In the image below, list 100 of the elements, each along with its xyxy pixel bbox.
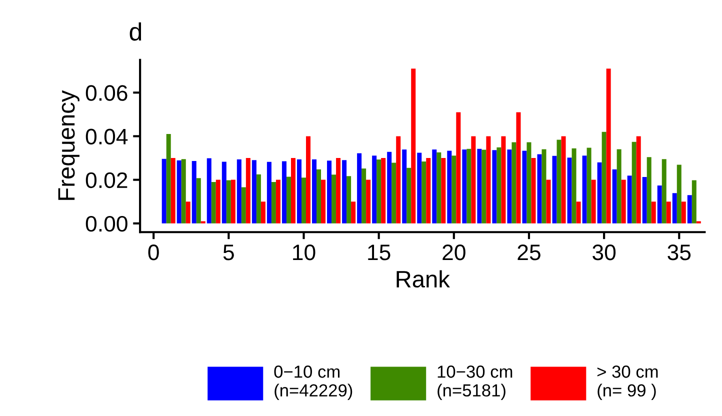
bar: [222, 162, 226, 224]
x-tick-label: 25: [518, 244, 540, 260]
bar: [602, 132, 606, 224]
bar: [351, 202, 356, 224]
y-tick-label: 0.00: [86, 216, 128, 232]
bar: [276, 180, 280, 224]
bar: [252, 160, 256, 224]
x-tick-label: 20: [442, 244, 466, 260]
bar: [406, 168, 412, 224]
bar: [452, 156, 456, 224]
bar: [586, 148, 592, 224]
bar: [246, 158, 250, 224]
bar: [342, 160, 347, 224]
bar: [271, 182, 276, 224]
bar: [166, 134, 171, 224]
bar: [211, 182, 216, 224]
bar: [552, 156, 557, 224]
bar: [576, 202, 581, 224]
bar: [597, 162, 602, 224]
bar: [417, 152, 422, 224]
bar: [492, 150, 497, 224]
bar: [666, 202, 671, 224]
bar: [501, 136, 506, 224]
bar: [402, 150, 407, 224]
bar: [507, 150, 512, 224]
bar: [362, 168, 366, 224]
bar: [496, 147, 502, 224]
bar: [241, 187, 246, 224]
chart-title: d: [130, 22, 142, 41]
bar: [286, 176, 291, 224]
x-axis-title: Rank: [396, 270, 450, 288]
x-tick-label: 30: [592, 244, 616, 260]
bar: [266, 162, 272, 224]
legend-label: > 30 cm (n= 99 ): [597, 366, 658, 400]
bar: [206, 158, 212, 224]
y-tick-label: 0.06: [86, 85, 128, 101]
bar: [556, 140, 562, 224]
x-tick-label: 10: [293, 244, 316, 260]
bar: [312, 159, 317, 224]
bar: [290, 158, 296, 224]
bar: [447, 150, 452, 224]
bar: [306, 136, 310, 224]
bar: [522, 150, 527, 224]
bar: [582, 156, 587, 224]
y-tick-label: 0.02: [86, 172, 128, 188]
bar: [392, 162, 396, 224]
bar: [346, 176, 352, 224]
x-tick-label: 35: [668, 244, 691, 260]
bar: [591, 180, 596, 224]
bar: [662, 159, 666, 224]
bar: [236, 159, 242, 224]
bar: [462, 150, 467, 224]
bar: [332, 174, 336, 224]
bar: [486, 136, 491, 224]
bar: [282, 161, 286, 224]
bar: [230, 180, 236, 224]
bar: [526, 142, 532, 224]
bar: [256, 174, 261, 224]
bar: [192, 161, 196, 224]
bar: [381, 158, 386, 224]
bar: [456, 112, 461, 224]
x-tick-label: 0: [148, 244, 159, 260]
bar: [616, 149, 622, 224]
bar: [531, 158, 536, 224]
bar: [396, 136, 401, 224]
bar: [681, 202, 686, 224]
bar: [512, 142, 516, 224]
bar: [422, 161, 426, 224]
bar: [466, 148, 472, 224]
bar: [657, 185, 662, 224]
bar: [366, 180, 371, 224]
bar: [181, 159, 186, 224]
bar: [327, 160, 332, 224]
bar: [376, 160, 382, 224]
legend-label: 0−10 cm (n=42229): [274, 366, 352, 400]
bar: [642, 176, 647, 224]
bar: [572, 148, 576, 224]
bar: [226, 180, 231, 224]
bar: [321, 180, 326, 224]
bar: [301, 178, 306, 224]
bar: [296, 159, 302, 224]
bar: [387, 152, 392, 224]
bar: [537, 154, 542, 224]
bar: [516, 112, 521, 224]
bar: [441, 158, 446, 224]
bar: [316, 169, 322, 224]
bar: [542, 149, 546, 224]
bar: [260, 202, 266, 224]
x-tick-label: 5: [223, 244, 234, 260]
bar: [692, 180, 696, 224]
bar: [336, 158, 341, 224]
bar: [651, 202, 656, 224]
legend-label: 10−30 cm (n=5181): [438, 366, 512, 400]
bar: [411, 68, 416, 224]
bar: [546, 180, 551, 224]
bar: [170, 158, 176, 224]
bar: [561, 136, 566, 224]
bar: [621, 180, 626, 224]
y-axis-title: Frequency: [58, 90, 80, 200]
bar: [632, 142, 636, 224]
